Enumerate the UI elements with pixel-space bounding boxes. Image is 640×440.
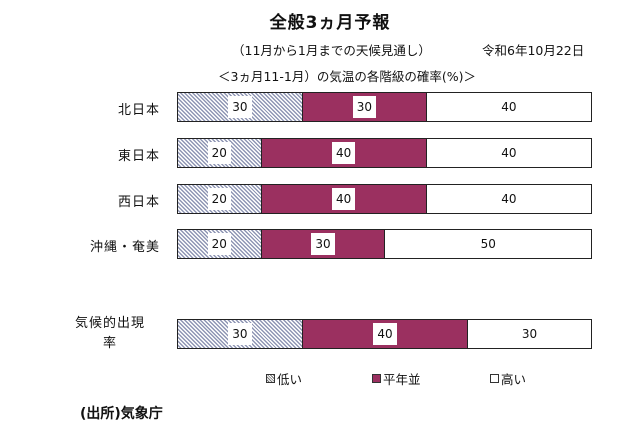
segment-normal: 30 — [260, 230, 385, 258]
bar-climatological-rate: 30 40 30 — [177, 319, 592, 349]
empty-square-icon — [490, 374, 499, 383]
chart-title: 全般3ヵ月予報 — [269, 13, 391, 33]
row-label-north: 北日本 — [117, 103, 160, 118]
segment-high: 40 — [425, 185, 591, 213]
segment-normal: 40 — [301, 320, 468, 348]
value-label: 30 — [517, 323, 542, 345]
value-label: 30 — [228, 323, 252, 345]
legend-label: 高い — [501, 372, 527, 387]
segment-low: 20 — [178, 230, 261, 258]
chart-description: ＜3ヵ月11-1月）の気温の各階級の確率(%)＞ — [218, 69, 476, 84]
value-label: 30 — [311, 233, 335, 255]
segment-low: 20 — [178, 139, 261, 167]
legend-label: 平年並 — [383, 372, 421, 387]
value-label: 40 — [332, 142, 356, 164]
value-label: 20 — [207, 142, 231, 164]
legend-label: 低い — [277, 372, 303, 387]
issue-date: 令和6年10月22日 — [482, 43, 585, 58]
row-label-line1: 気候的出現 — [74, 316, 145, 331]
segment-high: 40 — [425, 139, 591, 167]
bar-okinawa-amami: 20 30 50 — [177, 229, 592, 259]
value-label: 40 — [497, 142, 521, 164]
segment-high: 40 — [425, 93, 591, 121]
legend-item-normal: 平年並 — [372, 369, 421, 388]
bar-east: 20 40 40 — [177, 138, 592, 168]
row-label-line2: 率 — [102, 336, 117, 351]
source-note: (出所)気象庁 — [80, 406, 163, 422]
value-label: 40 — [332, 188, 356, 210]
value-label: 40 — [497, 96, 521, 118]
segment-low: 30 — [178, 93, 302, 121]
value-label: 20 — [207, 188, 231, 210]
row-label-east: 東日本 — [117, 149, 160, 164]
segment-normal: 40 — [260, 139, 426, 167]
legend-item-low: 低い — [266, 369, 302, 388]
hatched-square-icon — [266, 374, 275, 383]
row-label-okinawa-amami: 沖縄・奄美 — [89, 240, 160, 255]
bar-north: 30 30 40 — [177, 92, 592, 122]
segment-high: 50 — [384, 230, 591, 258]
segment-low: 20 — [178, 185, 261, 213]
value-label: 40 — [373, 323, 397, 345]
bar-west: 20 40 40 — [177, 184, 592, 214]
value-label: 30 — [228, 96, 252, 118]
segment-high: 30 — [467, 320, 591, 348]
row-label-climatological-rate: 気候的出現 率 — [60, 314, 160, 354]
legend-item-high: 高い — [490, 369, 526, 388]
segment-low: 30 — [178, 320, 302, 348]
segment-normal: 40 — [260, 185, 426, 213]
row-label-west: 西日本 — [117, 195, 160, 210]
value-label: 40 — [497, 188, 521, 210]
segment-normal: 30 — [301, 93, 426, 121]
filled-square-icon — [372, 374, 381, 383]
value-label: 50 — [476, 233, 500, 255]
value-label: 30 — [352, 96, 376, 118]
value-label: 20 — [207, 233, 231, 255]
chart-subtitle: （11月から1月までの天候見通し） — [232, 43, 431, 58]
